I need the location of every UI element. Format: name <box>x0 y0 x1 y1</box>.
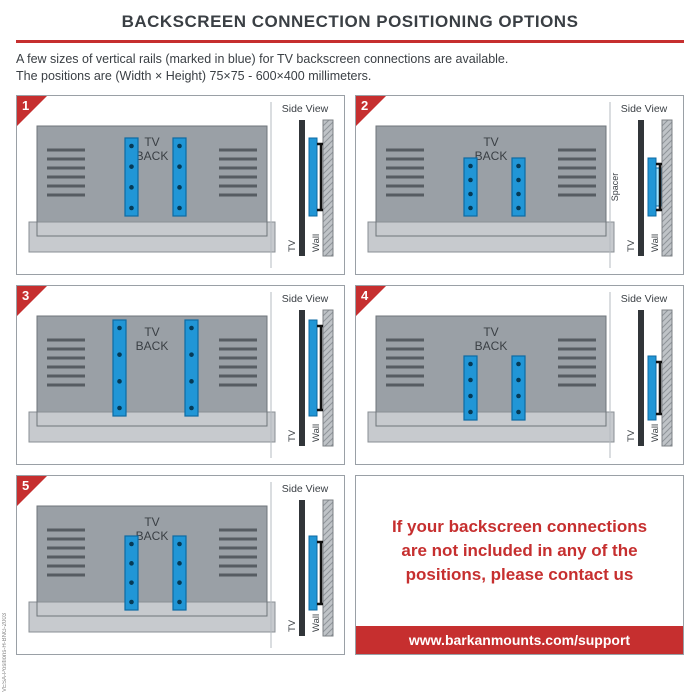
svg-text:BACK: BACK <box>136 529 169 543</box>
panel-grid: 1 TV BACK Side View TV Wall 2 <box>16 95 684 655</box>
wall-side <box>323 120 333 256</box>
panel-2: 2 TV BACK Side View Spacer TV <box>355 95 684 275</box>
tv-back-label: TV <box>144 135 159 149</box>
tv-back-label: TV <box>144 325 159 339</box>
panel-number: 3 <box>22 288 29 303</box>
wall-side <box>323 310 333 446</box>
page: BACKSCREEN CONNECTION POSITIONING OPTION… <box>0 0 700 700</box>
intro-line-1: A few sizes of vertical rails (marked in… <box>16 51 684 68</box>
contact-url[interactable]: www.barkanmounts.com/support <box>356 626 683 654</box>
tv-side <box>299 310 305 446</box>
rail-side <box>309 536 317 610</box>
tv-side <box>638 310 644 446</box>
side-view-label: Side View <box>282 483 329 495</box>
panel-4: 4 TV BACK Side View TV Wall <box>355 285 684 465</box>
panel-svg: TV BACK Side View TV Wall <box>17 476 344 654</box>
tv-back-label: TV <box>144 515 159 529</box>
wall-vert-label: Wall <box>311 234 322 252</box>
tv-back-label: TV <box>483 135 498 149</box>
panel-3: 3 TV BACK Side View TV Wall <box>16 285 345 465</box>
tv-vert-label: TV <box>287 429 298 442</box>
svg-text:BACK: BACK <box>136 339 169 353</box>
intro-line-2: The positions are (Width × Height) 75×75… <box>16 68 684 85</box>
contact-panel: If your backscreen connections are not i… <box>355 475 684 655</box>
tv-base <box>368 222 614 252</box>
panel-number: 5 <box>22 478 29 493</box>
wall-vert-label: Wall <box>650 424 661 442</box>
tv-base <box>29 602 275 632</box>
tv-side <box>299 500 305 636</box>
doc-code: VESA-Positions-H-BNG-2003 <box>2 613 8 692</box>
panel-1: 1 TV BACK Side View TV Wall <box>16 95 345 275</box>
panel-number: 4 <box>361 288 368 303</box>
tv-base <box>29 222 275 252</box>
tv-back-label: TV <box>483 325 498 339</box>
tv-vert-label: TV <box>287 239 298 252</box>
panel-svg: TV BACK Side View Spacer TV Wall <box>356 96 683 274</box>
panel-number: 1 <box>22 98 29 113</box>
tv-vert-label: TV <box>287 619 298 632</box>
side-view-label: Side View <box>282 103 329 115</box>
wall-vert-label: Wall <box>311 614 322 632</box>
panel-svg: TV BACK Side View TV Wall <box>17 286 344 464</box>
tv-base <box>29 412 275 442</box>
wall-side <box>662 310 672 446</box>
tv-side <box>299 120 305 256</box>
rail-side <box>309 138 317 216</box>
tv-vert-label: TV <box>626 429 637 442</box>
svg-text:BACK: BACK <box>475 149 508 163</box>
intro-text: A few sizes of vertical rails (marked in… <box>16 51 684 85</box>
side-view-label: Side View <box>282 293 329 305</box>
title-rule <box>16 40 684 43</box>
contact-text: If your backscreen connections are not i… <box>356 476 683 626</box>
tv-side <box>638 120 644 256</box>
svg-text:Spacer: Spacer <box>610 172 620 201</box>
rail-side <box>648 356 656 420</box>
panel-svg: TV BACK Side View TV Wall <box>356 286 683 464</box>
panel-svg: TV BACK Side View TV Wall <box>17 96 344 274</box>
tv-vert-label: TV <box>626 239 637 252</box>
rail-side <box>309 320 317 416</box>
svg-text:BACK: BACK <box>136 149 169 163</box>
panel-5: 5 TV BACK Side View TV Wall <box>16 475 345 655</box>
wall-side <box>323 500 333 636</box>
wall-vert-label: Wall <box>311 424 322 442</box>
page-title: BACKSCREEN CONNECTION POSITIONING OPTION… <box>16 12 684 32</box>
svg-text:BACK: BACK <box>475 339 508 353</box>
panel-number: 2 <box>361 98 368 113</box>
wall-vert-label: Wall <box>650 234 661 252</box>
tv-base <box>368 412 614 442</box>
side-view-label: Side View <box>621 293 668 305</box>
rail-side <box>648 158 656 216</box>
side-view-label: Side View <box>621 103 668 115</box>
wall-side <box>662 120 672 256</box>
